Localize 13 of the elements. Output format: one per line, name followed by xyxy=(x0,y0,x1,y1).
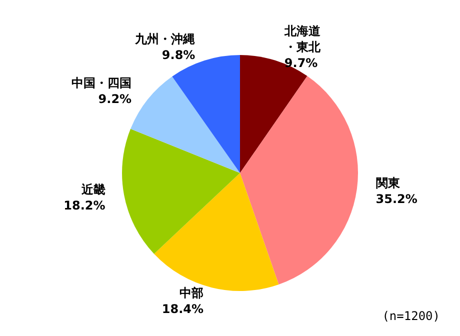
slice-label: 中部 xyxy=(180,286,204,300)
text: (n=1200) xyxy=(382,309,440,323)
slice-label: 九州・沖縄 xyxy=(134,32,196,46)
slice-label: 中国・四国 xyxy=(72,76,132,90)
data-label: 18.2% xyxy=(64,198,106,212)
data-label: 18.4% xyxy=(162,302,204,316)
data-label: 9.7% xyxy=(284,56,318,70)
data-label: 9.8% xyxy=(162,48,196,62)
slice-label: 関東 xyxy=(376,176,401,190)
slice-label: 北海道・東北 xyxy=(283,24,322,54)
slice-label: 近畿 xyxy=(80,182,106,196)
data-label: 35.2% xyxy=(376,192,418,206)
data-label: 9.2% xyxy=(98,92,132,106)
